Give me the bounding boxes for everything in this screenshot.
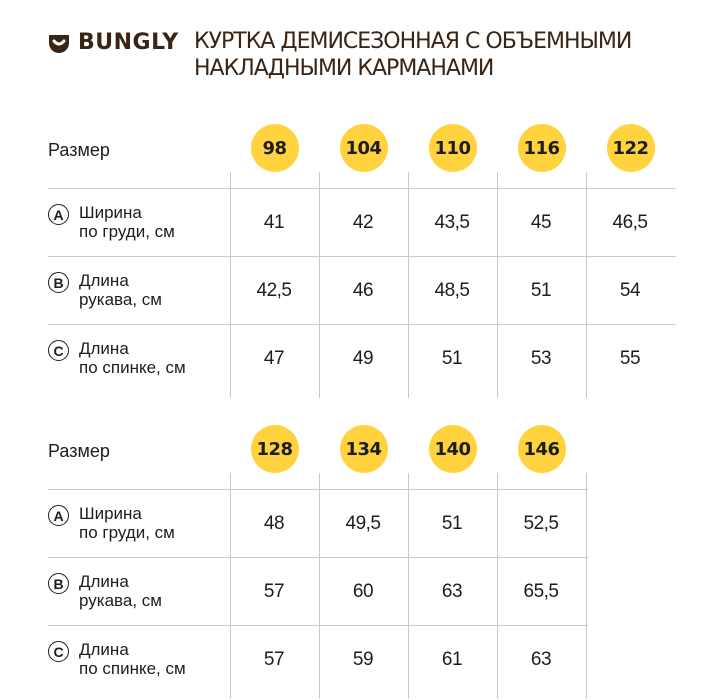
table-cell: 60: [352, 581, 374, 602]
measurement-label: C Длина по спинке, см: [48, 339, 186, 377]
measurement-letter-badge: A: [48, 204, 69, 225]
size-badge: 146: [517, 425, 566, 473]
table-cell: 47: [263, 348, 285, 369]
measurement-name-line-2: рукава, см: [79, 591, 162, 610]
measurement-name-line-2: по груди, см: [79, 523, 175, 542]
product-title-line-1: КУРТКА ДЕМИСЕЗОННАЯ С ОБЪЕМНЫМИ: [194, 29, 632, 54]
size-badge: 122: [606, 124, 655, 172]
size-label: Размер: [48, 441, 110, 461]
table-cell: 49,5: [345, 513, 381, 534]
measurement-label: C Длина по спинке, см: [48, 640, 186, 678]
measurement-label: A Ширина по груди, см: [48, 504, 175, 542]
column-divider: [319, 172, 320, 398]
size-badge: 128: [250, 425, 299, 473]
table-cell: 46: [352, 280, 374, 301]
measurement-name-line-1: Длина: [79, 572, 129, 591]
table-cell: 49: [352, 348, 374, 369]
measurement-name-line-1: Ширина: [79, 203, 142, 222]
table-cell: 41: [263, 212, 285, 233]
table-cell: 59: [352, 649, 374, 670]
table-cell: 54: [619, 280, 641, 301]
table-cell: 55: [619, 348, 641, 369]
measurement-name: Ширина по груди, см: [79, 504, 175, 542]
table-cell: 48: [263, 513, 285, 534]
product-title-line-2: НАКЛАДНЫМИ КАРМАНАМИ: [194, 56, 494, 81]
measurement-letter-badge: A: [48, 505, 69, 526]
measurement-letter-badge: B: [48, 272, 69, 293]
table-cell: 65,5: [523, 581, 559, 602]
table-cell: 51: [441, 348, 463, 369]
column-divider: [586, 172, 587, 398]
column-divider: [586, 473, 587, 699]
measurement-name-line-2: по груди, см: [79, 222, 175, 241]
measurement-letter-badge: C: [48, 340, 69, 361]
row-divider: [48, 489, 588, 490]
table-cell: 52,5: [523, 513, 559, 534]
size-badge: 104: [339, 124, 388, 172]
size-label: Размер: [48, 140, 110, 160]
row-divider: [48, 625, 588, 626]
measurement-name-line-2: по спинке, см: [79, 358, 186, 377]
measurement-name: Длина рукава, см: [79, 572, 162, 610]
size-badge: 110: [428, 124, 477, 172]
table-cell: 63: [441, 581, 463, 602]
table-cell: 48,5: [434, 280, 470, 301]
size-badge: 140: [428, 425, 477, 473]
size-badge: 116: [517, 124, 566, 172]
measurement-name-line-2: рукава, см: [79, 290, 162, 309]
brand-name: BUNGLY: [78, 30, 179, 55]
table-cell: 57: [263, 581, 285, 602]
measurement-name: Длина рукава, см: [79, 271, 162, 309]
column-divider: [230, 473, 231, 699]
table-cell: 51: [530, 280, 552, 301]
measurement-label: B Длина рукава, см: [48, 271, 162, 309]
measurement-name-line-2: по спинке, см: [79, 659, 186, 678]
row-divider: [48, 324, 676, 325]
column-divider: [408, 172, 409, 398]
size-badge: 98: [250, 124, 299, 172]
brand: BUNGLY: [48, 30, 179, 55]
table-cell: 43,5: [434, 212, 470, 233]
table-cell: 51: [441, 513, 463, 534]
column-divider: [497, 172, 498, 398]
row-divider: [48, 188, 676, 189]
measurement-label: B Длина рукава, см: [48, 572, 162, 610]
table-cell: 57: [263, 649, 285, 670]
table-cell: 53: [530, 348, 552, 369]
product-title: КУРТКА ДЕМИСЕЗОННАЯ С ОБЪЕМНЫМИ НАКЛАДНЫ…: [194, 28, 704, 82]
size-badge: 134: [339, 425, 388, 473]
row-divider: [48, 557, 588, 558]
measurement-letter-badge: B: [48, 573, 69, 594]
measurement-name: Длина по спинке, см: [79, 640, 186, 678]
table-cell: 63: [530, 649, 552, 670]
table-cell: 42: [352, 212, 374, 233]
measurement-name: Ширина по груди, см: [79, 203, 175, 241]
measurement-label: A Ширина по груди, см: [48, 203, 175, 241]
table-cell: 46,5: [612, 212, 648, 233]
table-cell: 61: [441, 649, 463, 670]
measurement-letter-badge: C: [48, 641, 69, 662]
table-cell: 42,5: [256, 280, 292, 301]
row-divider: [48, 256, 676, 257]
measurement-name-line-1: Длина: [79, 271, 129, 290]
brand-logo-icon: [49, 34, 69, 53]
measurement-name: Длина по спинке, см: [79, 339, 186, 377]
column-divider: [230, 172, 231, 398]
table-cell: 45: [530, 212, 552, 233]
column-divider: [319, 473, 320, 699]
measurement-name-line-1: Ширина: [79, 504, 142, 523]
measurement-name-line-1: Длина: [79, 339, 129, 358]
measurement-name-line-1: Длина: [79, 640, 129, 659]
column-divider: [497, 473, 498, 699]
column-divider: [408, 473, 409, 699]
